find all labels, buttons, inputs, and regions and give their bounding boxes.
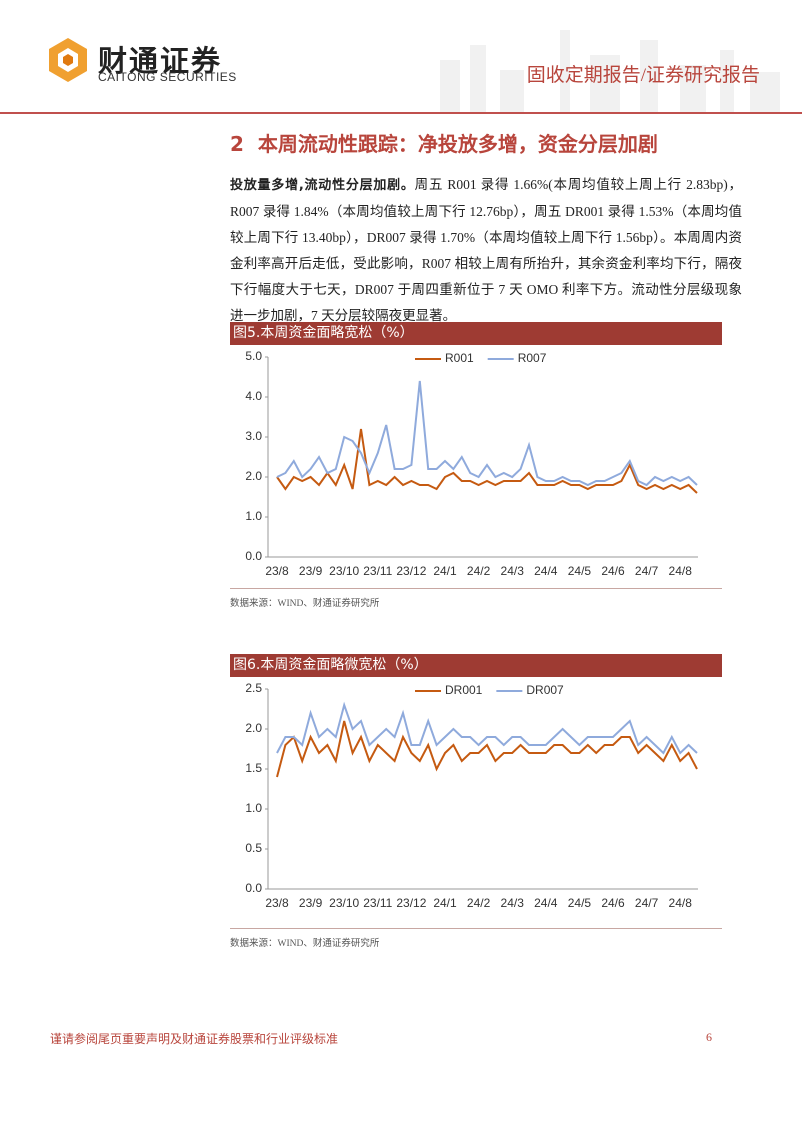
x-tick-label: 24/4 (534, 564, 558, 578)
paragraph-lead: 投放量多增,流动性分层加剧。 (230, 178, 415, 193)
y-tick-label: 1.0 (245, 801, 262, 815)
x-tick-label: 23/9 (299, 896, 323, 910)
x-tick-label: 24/5 (568, 896, 592, 910)
y-tick-label: 1.5 (245, 761, 262, 775)
y-tick-label: 2.5 (245, 681, 262, 695)
source-rule (230, 928, 722, 929)
section-title: 本周流动性跟踪：净投放多增，资金分层加剧 (257, 132, 658, 156)
x-tick-label: 24/6 (601, 896, 625, 910)
line-series (276, 380, 698, 487)
logo (49, 38, 87, 82)
x-tick-label: 23/9 (299, 564, 323, 578)
x-tick-label: 24/3 (501, 564, 525, 578)
disclaimer: 谨请参阅尾页重要声明及财通证券股票和行业评级标准 (50, 1032, 339, 1046)
x-tick-label: 24/8 (669, 564, 693, 578)
y-tick-label: 2.0 (245, 721, 262, 735)
x-tick-label: 24/7 (635, 564, 659, 578)
x-tick-label: 24/2 (467, 564, 491, 578)
source: 数据来源：WIND、财通证券研究所 (230, 939, 380, 949)
legend-label: R007 (518, 351, 547, 365)
x-tick-label: 24/7 (635, 896, 659, 910)
y-tick-label: 1.0 (245, 509, 262, 523)
brand: 财通证券 (98, 44, 223, 78)
y-tick-label: 0.0 (245, 881, 262, 895)
paragraph-text: 周五 R001 录得 1.66%(本周均值较上周上行 2.83bp)，R007 … (230, 177, 742, 323)
y-tick-label: 5.0 (245, 349, 262, 363)
report-type: 固收定期报告/证券研究报告 (526, 65, 760, 86)
skyline (440, 30, 780, 112)
y-tick-label: 3.0 (245, 429, 262, 443)
figure-title: 图5.本周资金面略宽松（%） (230, 322, 722, 345)
paragraph: 投放量多增,流动性分层加剧。周五 R001 录得 1.66%(本周均值较上周上行… (230, 172, 742, 329)
y-tick-label: 2.0 (245, 469, 262, 483)
y-tick-label: 0.5 (245, 841, 262, 855)
x-tick-label: 24/6 (601, 564, 625, 578)
brand-en: CAITONG SECURITIES (98, 70, 237, 84)
x-tick-label: 24/2 (467, 896, 491, 910)
x-tick-label: 23/12 (396, 896, 426, 910)
x-tick-label: 24/1 (433, 564, 457, 578)
line-series (276, 701, 698, 755)
x-tick-label: 23/8 (265, 564, 289, 578)
header-bg (49, 30, 780, 112)
legend-label: R001 (445, 351, 474, 365)
figure-title: 图6.本周资金面略微宽松（%） (230, 654, 722, 677)
x-tick-label: 23/11 (363, 896, 392, 910)
x-tick-label: 24/1 (433, 896, 457, 910)
x-tick-label: 24/8 (669, 896, 693, 910)
header-rule (0, 112, 802, 114)
x-tick-label: 23/10 (329, 564, 359, 578)
x-tick-label: 24/3 (501, 896, 525, 910)
section-heading: 2 本周流动性跟踪：净投放多增，资金分层加剧 (230, 128, 658, 157)
chart: 0.0 1.0 2.0 3.0 4.0 5.0 23/8 23/9 23/10 23/11 23/1… (245, 349, 698, 578)
line-series (276, 720, 698, 778)
legend-label: DR007 (526, 683, 564, 697)
source: 数据来源：WIND、财通证券研究所 (230, 599, 380, 609)
x-tick-label: 23/12 (396, 564, 426, 578)
line-series (276, 428, 698, 494)
x-tick-label: 23/10 (329, 896, 359, 910)
x-tick-label: 24/5 (568, 564, 592, 578)
page-number: 6 (706, 1030, 712, 1044)
y-tick-label: 0.0 (245, 549, 262, 563)
legend-label: DR001 (445, 683, 483, 697)
chart: 0.0 0.5 1.0 1.5 2.0 2.5 23/8 23/9 23/10 23/11 23/1… (245, 681, 698, 910)
x-tick-label: 23/8 (265, 896, 289, 910)
source-rule (230, 588, 722, 589)
x-tick-label: 24/4 (534, 896, 558, 910)
section-number: 2 (230, 132, 244, 156)
y-tick-label: 4.0 (245, 389, 262, 403)
x-tick-label: 23/11 (363, 564, 392, 578)
